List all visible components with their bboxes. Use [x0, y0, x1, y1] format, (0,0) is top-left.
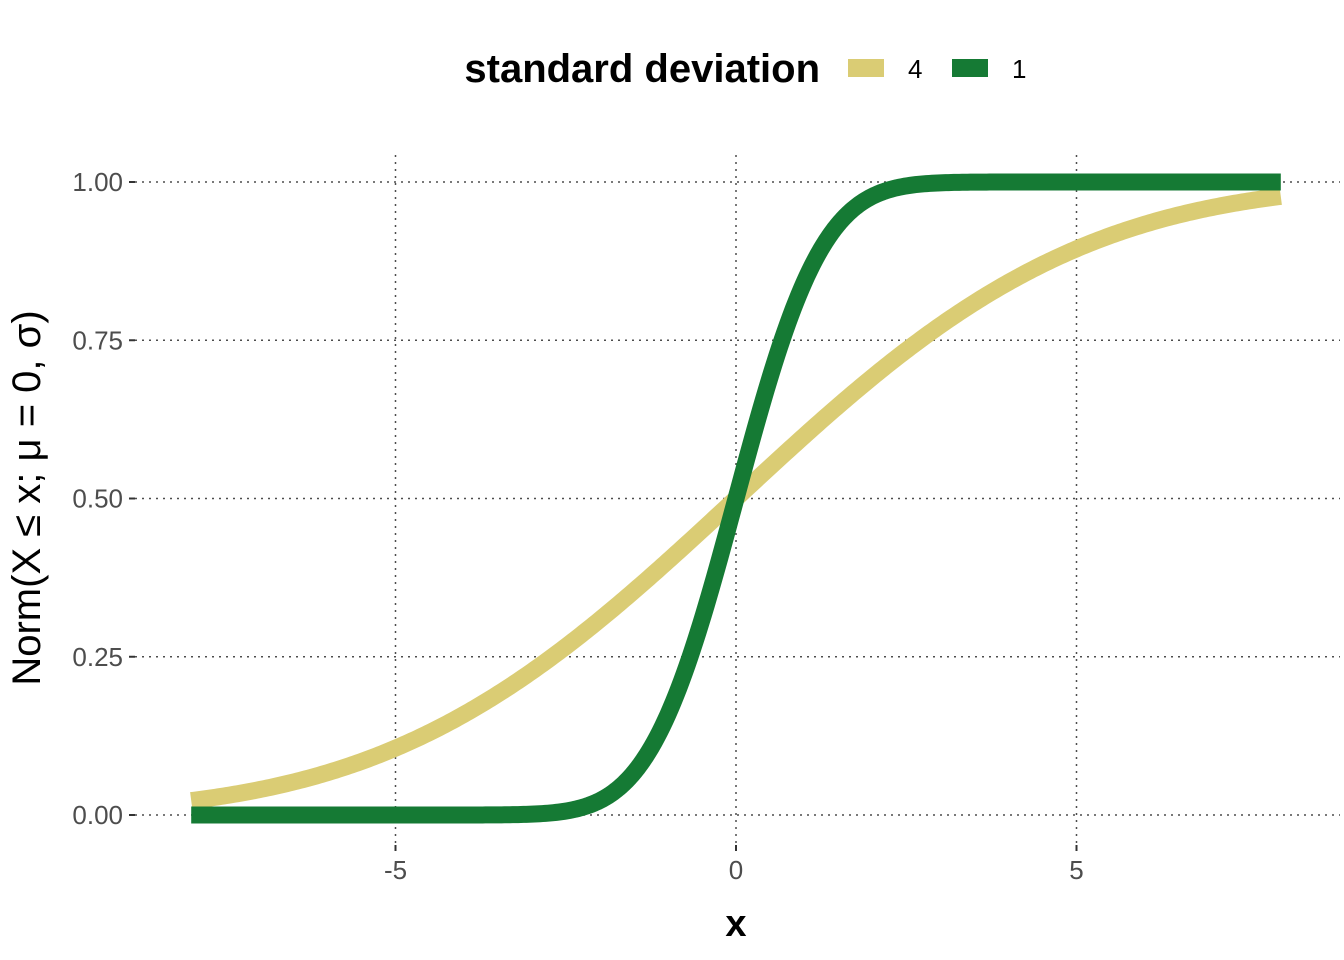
legend-swatch-4 [848, 59, 884, 77]
x-tick-label: -5 [384, 855, 407, 885]
x-tick-label: 0 [729, 855, 743, 885]
legend-title: standard deviation [464, 47, 820, 91]
series-line-sd-1 [185, 173, 1287, 824]
y-tick-label: 0.00 [72, 800, 123, 830]
legend-label-4: 4 [908, 54, 922, 84]
legend-swatch-1 [952, 59, 988, 77]
legend-label-1: 1 [1012, 54, 1026, 84]
y-tick-label: 0.25 [72, 642, 123, 672]
x-axis: -5 0 5 [384, 845, 1084, 885]
y-tick-label: 0.50 [72, 484, 123, 514]
y-axis-title: Norm(X ≤ x; μ = 0, σ) [5, 310, 49, 685]
x-axis-title: x [725, 903, 746, 945]
y-axis: 0.00 0.25 0.50 0.75 1.00 [72, 167, 135, 830]
legend: standard deviation 4 1 [464, 47, 1026, 91]
y-tick-label: 0.75 [72, 325, 123, 355]
series-lines [185, 173, 1287, 824]
x-tick-label: 5 [1069, 855, 1083, 885]
y-tick-label: 1.00 [72, 167, 123, 197]
